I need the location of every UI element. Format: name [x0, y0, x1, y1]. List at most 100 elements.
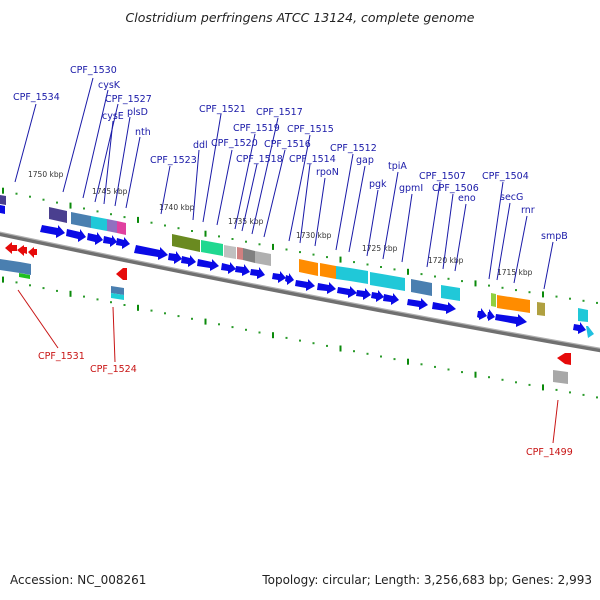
gene-arrow-forward [168, 251, 182, 264]
gene-arrow-forward [134, 245, 168, 260]
gene-label[interactable]: tpiA [388, 161, 407, 172]
gene-label[interactable]: CPF_1507 [419, 171, 466, 182]
scale-tick-major [407, 268, 409, 275]
scale-tick-minor [393, 268, 396, 271]
scale-tick-minor [420, 273, 423, 276]
gene-label[interactable]: plsD [127, 107, 148, 118]
leader-line [299, 163, 311, 244]
gene-label[interactable]: secG [500, 192, 523, 203]
gene-label[interactable]: rnr [521, 205, 535, 216]
gene-label[interactable]: CPF_1521 [199, 104, 246, 115]
leader-line [241, 163, 258, 232]
cog-block [553, 370, 568, 384]
cog-block [350, 268, 368, 284]
gene-label[interactable]: CPF_1527 [105, 94, 152, 105]
gene-arrow-forward [407, 298, 428, 310]
scale-tick-major [339, 256, 342, 263]
reverse-label-leaders [17, 289, 559, 444]
leader-line [513, 215, 528, 284]
gene-label[interactable]: CPF_1523 [150, 155, 197, 166]
cog-block [411, 279, 432, 296]
scale-tick-major [2, 187, 4, 194]
gene-label[interactable]: CPF_1524 [90, 364, 137, 375]
gene-label[interactable]: gpmI [399, 183, 423, 194]
scale-tick-minor [366, 352, 369, 355]
gene-label[interactable]: CPF_1514 [289, 154, 336, 165]
cog-block [0, 259, 20, 273]
gene-label[interactable]: smpB [541, 231, 568, 242]
gene-label[interactable]: CPF_1515 [287, 124, 334, 135]
scale-tick-major [339, 345, 342, 352]
length-value: 3,256,683 bp [423, 573, 504, 587]
gene-label[interactable]: CPF_1530 [70, 65, 117, 76]
scale-tick-minor [123, 304, 126, 306]
kbp-label: 1740 kbp [159, 203, 195, 212]
gene-label[interactable]: cysK [98, 80, 121, 91]
scale-tick-minor [83, 207, 85, 210]
leader-line [543, 241, 554, 290]
scale-tick-major [204, 230, 207, 237]
leader-line [62, 77, 94, 193]
gene-label[interactable]: CPF_1504 [482, 171, 529, 182]
gene-label[interactable]: CPF_1534 [13, 92, 60, 103]
gene-label[interactable]: CPF_1518 [236, 154, 283, 165]
cog-block [91, 216, 107, 231]
scale-tick-minor [353, 350, 355, 353]
scale-tick-minor [150, 309, 153, 312]
scale-tick-minor [15, 281, 18, 284]
gene-label[interactable]: nth [135, 127, 151, 138]
scale-tick-major [69, 202, 72, 209]
gene-arrow-forward [383, 293, 399, 305]
leader-line [366, 189, 379, 257]
topology-label: Topology: [262, 573, 319, 587]
scale-tick-minor [42, 198, 45, 201]
gene-label[interactable]: ddl [193, 140, 208, 151]
scale-tick-minor [420, 363, 423, 366]
kbp-label: 1750 kbp [28, 170, 64, 179]
cog-block [382, 274, 405, 291]
gene-arrow-reverse [557, 353, 571, 365]
scale-tick-minor [569, 297, 571, 300]
gene-arrow-forward [295, 279, 315, 291]
gene-label[interactable]: CPF_1531 [38, 351, 85, 362]
cog-block [71, 212, 91, 228]
scale-tick-major [69, 290, 72, 297]
kbp-label: 1720 kbp [428, 256, 464, 265]
cog-block [370, 272, 382, 287]
scale-tick-minor [42, 287, 45, 290]
leader-line [234, 133, 256, 230]
scale-tick-minor [447, 368, 450, 371]
gene-label[interactable]: CPF_1506 [432, 183, 479, 194]
scale-tick-minor [596, 301, 598, 304]
gene-label[interactable]: CPF_1517 [256, 107, 303, 118]
gene-label[interactable]: pgk [369, 179, 387, 190]
gene-label[interactable]: CPF_1516 [264, 139, 311, 150]
gene-label[interactable]: CPF_1519 [233, 123, 280, 134]
forward-label-leaders [14, 77, 554, 290]
scale-tick-minor [528, 383, 531, 386]
scale-tick-major [137, 304, 139, 311]
forward-strand-arrows [0, 205, 594, 338]
gene-label[interactable]: CPF_1499 [526, 447, 573, 458]
gene-label[interactable]: CPF_1512 [330, 143, 377, 154]
scale-tick-minor [231, 326, 234, 329]
scale-tick-major [204, 318, 207, 325]
leader-line [94, 103, 119, 203]
gene-label[interactable]: cysE [102, 111, 124, 122]
scale-tick-minor [258, 243, 261, 246]
cog-block [111, 293, 124, 300]
gene-label[interactable]: eno [458, 193, 476, 204]
cog-block [491, 293, 496, 307]
scale-tick-minor [515, 381, 517, 384]
scale-tick-minor [177, 227, 180, 230]
gene-label[interactable]: gap [356, 155, 374, 166]
gene-label[interactable]: rpoN [316, 167, 339, 178]
scale-tick-minor [299, 251, 301, 254]
gene-arrow-reverse [28, 247, 37, 258]
cog-block [243, 248, 255, 263]
gene-arrow-forward [87, 232, 103, 245]
scale-tick-minor [501, 286, 504, 289]
gene-label[interactable]: CPF_1520 [211, 138, 258, 149]
gene-arrow-forward [495, 314, 527, 327]
scale-tick-minor [447, 277, 450, 280]
